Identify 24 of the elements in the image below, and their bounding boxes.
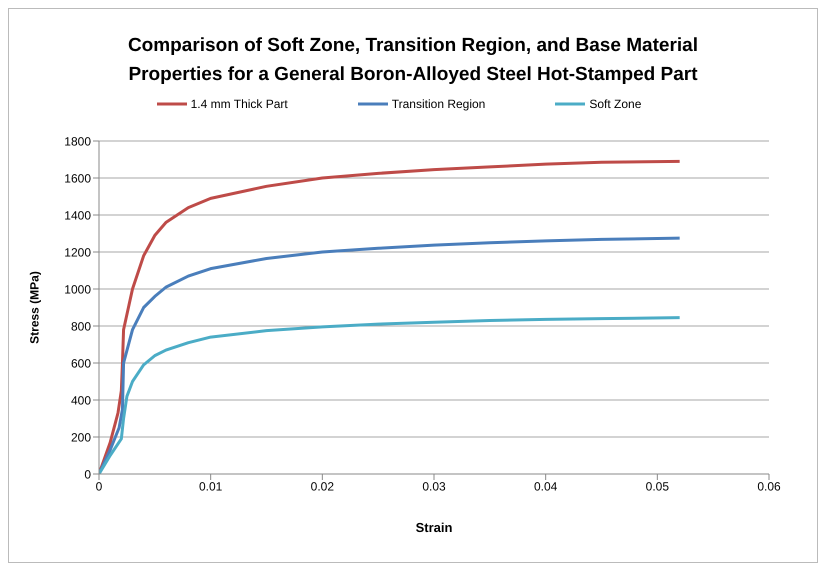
y-tick-label: 400 [70, 393, 92, 408]
y-tick-label: 800 [70, 319, 92, 334]
y-tick-label: 1600 [64, 171, 92, 186]
y-tick-label: 1200 [64, 245, 92, 260]
legend-label: 1.4 mm Thick Part [190, 97, 288, 111]
line-series [99, 316, 682, 474]
x-tick-label: 0.03 [422, 480, 446, 494]
y-tick-label: 1000 [64, 282, 92, 296]
y-tick-label: 0 [84, 467, 92, 482]
y-axis-title: Stress (MPa) [27, 271, 42, 344]
legend-label: Soft Zone [588, 97, 642, 111]
x-tick-label: 0.06 [757, 480, 781, 494]
y-tick-label: 600 [70, 356, 92, 370]
chart-title: Comparison of Soft Zone, Transition Region, and Base Material Properties for a General Boron-Alloyed Steel Hot-Stamped Part [126, 34, 700, 87]
x-tick-label: 0.02 [310, 480, 334, 494]
y-tick-label: 1800 [64, 134, 92, 148]
x-tick-label: 0 [96, 480, 103, 494]
x-tick-label: 0.01 [198, 480, 223, 494]
legend-label: Transition Region [390, 97, 486, 111]
x-tick-label: 0.04 [534, 480, 558, 494]
x-tick-label: 0.05 [646, 480, 670, 494]
y-tick-label: 1400 [64, 208, 92, 222]
x-axis-title: Strain [416, 520, 452, 535]
y-tick-label: 200 [70, 430, 92, 444]
